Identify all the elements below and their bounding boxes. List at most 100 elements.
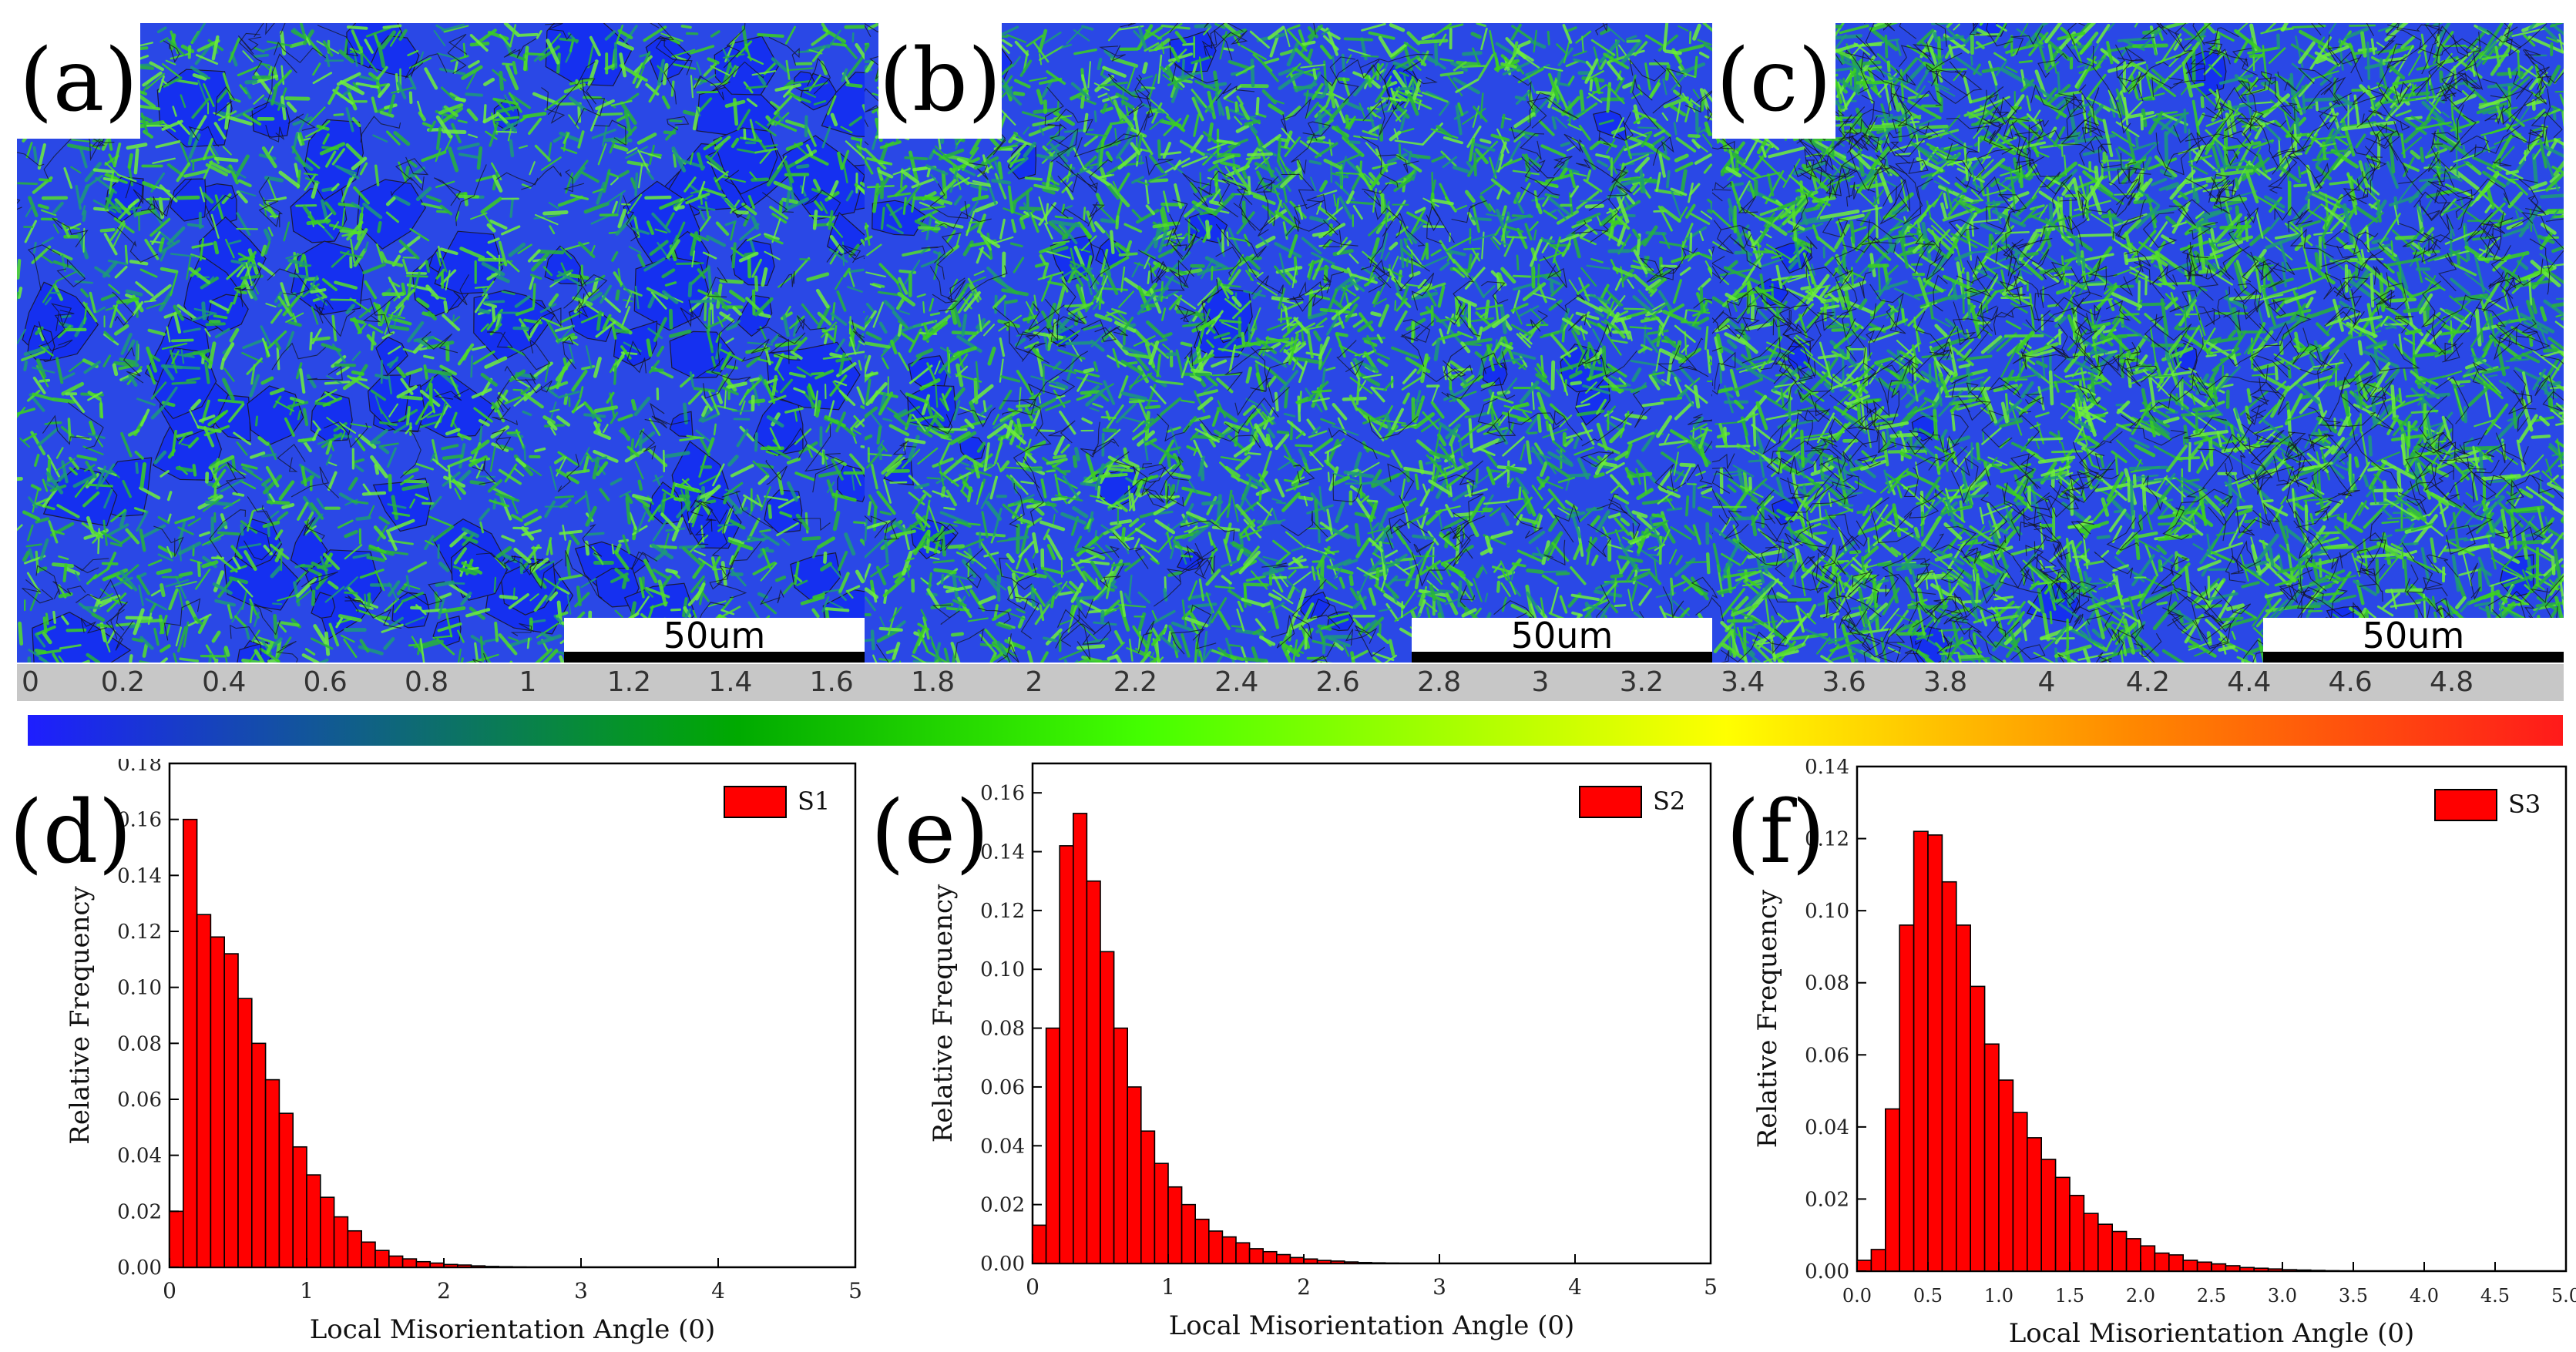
kam-map-c: (c) 50um [1712, 23, 2564, 663]
panel-label-b: (b) [878, 23, 1002, 139]
histogram-bar [2238, 1266, 2255, 1272]
map-texture [865, 23, 1712, 663]
legend-swatch [2434, 789, 2497, 821]
colorbar-tick: 4 [2037, 666, 2056, 698]
x-tick-label: 2.5 [2197, 1285, 2226, 1307]
x-axis-label: Local Misorientation Angle (0) [2009, 1318, 2415, 1349]
y-tick-label: 0.16 [117, 809, 162, 832]
x-tick-label: 0.0 [1842, 1285, 1872, 1307]
histogram-bar [443, 1263, 458, 1268]
scale-bar-b-line [1412, 652, 1712, 663]
histogram-bar [1970, 985, 1986, 1272]
histogram-bar [1032, 1224, 1047, 1264]
histogram-bar [1955, 924, 1971, 1272]
histogram-bar [2182, 1260, 2198, 1272]
histogram-d-svg: 0.00 0.02 0.04 0.06 0.08 0.10 0.12 0.14 0.16 0.18… [65, 759, 862, 1345]
scale-bar-a-line [564, 652, 865, 663]
histogram-bar [2054, 1176, 2071, 1272]
histogram-bar [196, 914, 212, 1268]
histogram-bar [1343, 1261, 1359, 1264]
histogram-bar [1927, 834, 1943, 1272]
histogram-bar [2296, 1269, 2312, 1272]
y-tick-label: 0.10 [980, 958, 1025, 981]
histogram-bar [401, 1258, 418, 1268]
histogram-bar [1072, 813, 1088, 1264]
y-tick-label: 0.00 [1805, 1260, 1849, 1283]
panel-label-f: (f) [1726, 783, 1825, 883]
histogram-bar [169, 1210, 184, 1268]
x-axis-label: Local Misorientation Angle (0) [1169, 1310, 1575, 1341]
x-tick-label: 1.5 [2055, 1285, 2084, 1307]
x-tick-label: 2.0 [2126, 1285, 2155, 1307]
legend-swatch [724, 786, 787, 818]
x-tick-label: 4 [711, 1278, 725, 1303]
histogram-bar [333, 1216, 349, 1268]
histogram-bar [223, 953, 239, 1268]
panel-label-d: (d) [9, 783, 133, 883]
histogram-bar [2154, 1252, 2170, 1272]
x-tick-label: 5 [848, 1278, 862, 1303]
map-texture [1712, 23, 2564, 663]
colorbar-tick: 2.8 [1416, 666, 1462, 698]
colorbar-tick: 4.4 [2227, 666, 2272, 698]
histogram-bar [1941, 881, 1957, 1272]
y-tick-label: 0.04 [980, 1135, 1025, 1158]
x-tick-label: 5.0 [2551, 1285, 2576, 1307]
histogram-bar [1221, 1236, 1237, 1264]
histogram-bar [484, 1266, 500, 1268]
histogram-e-svg: 0.00 0.02 0.04 0.06 0.08 0.10 0.12 0.14 0.16 0 1 2 3… [928, 762, 1718, 1341]
scale-bar-b: 50um [1412, 618, 1712, 663]
x-axis-label: Local Misorientation Angle (0) [310, 1314, 716, 1345]
histogram-bar [498, 1266, 513, 1268]
colorbar-tick: 1.2 [606, 666, 652, 698]
histogram-bar [1289, 1256, 1305, 1264]
histogram-bar [2012, 1112, 2028, 1272]
histogram-bar [1316, 1260, 1332, 1264]
x-tick-label: 2 [437, 1278, 451, 1303]
histogram-bar [1275, 1253, 1291, 1264]
colorbar-tick: 0.6 [303, 666, 348, 698]
x-tick-label: 5 [1704, 1274, 1718, 1300]
histogram-bar [1913, 830, 1929, 1272]
kam-map-b: (b) 50um [865, 23, 1712, 663]
histogram-bar [1330, 1260, 1345, 1264]
histogram-bar [1194, 1218, 1210, 1264]
colorbar-tick-strip: 0 0.2 0.4 0.6 0.8 1 1.2 1.4 1.6 1.8 2 2.2 2.4 2.6 2.8 3… [17, 664, 2564, 701]
histogram-bar [2225, 1265, 2241, 1272]
kam-map-a-image [17, 23, 865, 663]
histogram-bar [1140, 1130, 1156, 1264]
colorbar-tick: 3.8 [1923, 666, 1968, 698]
map-texture [17, 23, 865, 663]
y-tick-label: 0.02 [117, 1200, 162, 1223]
histogram-bar [1248, 1248, 1264, 1264]
histogram-bar [1983, 1043, 2000, 1272]
histogram-bar [183, 818, 198, 1268]
colorbar-tick: 2.2 [1113, 666, 1158, 698]
y-tick-label: 0.12 [980, 900, 1025, 923]
histogram-e: 0.00 0.02 0.04 0.06 0.08 0.10 0.12 0.14 0.16 0 1 2 3… [871, 759, 1726, 1352]
histogram-bar [2040, 1159, 2057, 1272]
y-tick-label: 0.18 [117, 759, 162, 776]
y-tick-label: 0.06 [1805, 1044, 1849, 1067]
x-tick-label: 4.0 [2410, 1285, 2439, 1307]
colorbar-gradient [28, 715, 2563, 746]
x-tick-label: 3.5 [2339, 1285, 2368, 1307]
histogram-bar [347, 1230, 362, 1268]
y-axis-label: Relative Frequency [928, 884, 959, 1142]
x-tick-label: 0.5 [1913, 1285, 1943, 1307]
histogram-bar [2069, 1194, 2085, 1272]
colorbar-tick: 3 [1531, 666, 1550, 698]
colorbar-tick: 0 [22, 666, 39, 698]
histogram-bar [1100, 951, 1115, 1264]
legend-label: S2 [1653, 787, 1685, 816]
y-tick-label: 0.12 [1805, 828, 1849, 851]
kam-map-a: (a) 50um [17, 23, 865, 663]
histogram-bar [2211, 1263, 2227, 1272]
histogram-bar [374, 1250, 390, 1268]
histogram-bar [1998, 1079, 2014, 1272]
histogram-bar [278, 1112, 294, 1268]
kam-map-c-image [1712, 23, 2564, 663]
histogram-bar [319, 1196, 335, 1268]
scale-bar-b-label: 50um [1510, 615, 1614, 656]
histogram-bar [388, 1255, 404, 1268]
